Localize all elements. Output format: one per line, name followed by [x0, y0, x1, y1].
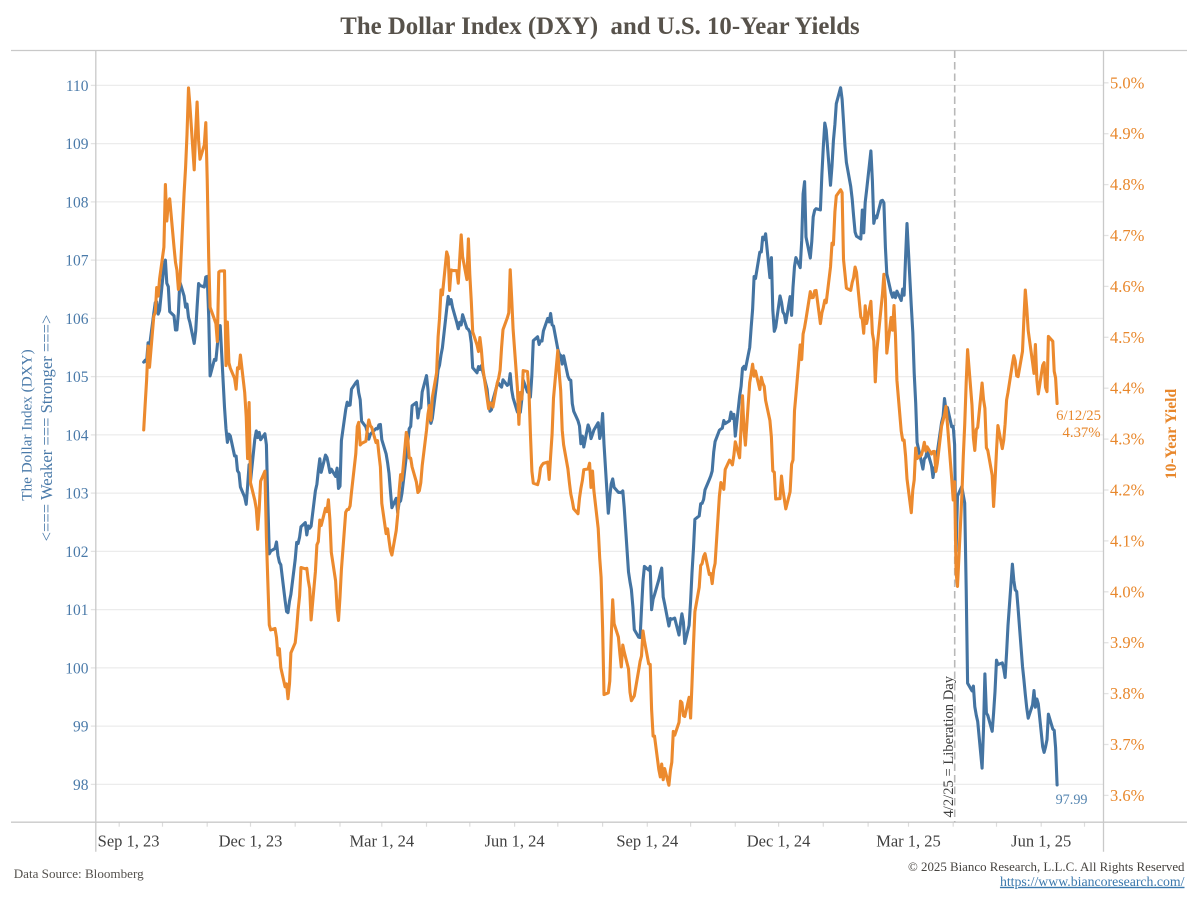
- svg-text:Dec 1, 23: Dec 1, 23: [219, 832, 283, 851]
- svg-text:Data Source: Bloomberg: Data Source: Bloomberg: [14, 866, 144, 881]
- svg-text:3.8%: 3.8%: [1110, 684, 1145, 703]
- svg-text:Mar 1, 24: Mar 1, 24: [349, 832, 414, 851]
- svg-text:10-Year Yield: 10-Year Yield: [1163, 388, 1180, 479]
- svg-text:4.6%: 4.6%: [1110, 277, 1145, 296]
- svg-text:Dec 1, 24: Dec 1, 24: [747, 832, 811, 851]
- svg-text:3.6%: 3.6%: [1110, 786, 1145, 805]
- svg-text:98: 98: [73, 777, 89, 794]
- svg-text:4.1%: 4.1%: [1110, 531, 1145, 550]
- svg-text:100: 100: [65, 660, 89, 677]
- svg-text:101: 101: [65, 602, 88, 619]
- svg-text:Sep 1, 24: Sep 1, 24: [616, 832, 678, 851]
- svg-text:109: 109: [65, 136, 89, 153]
- svg-text:3.9%: 3.9%: [1110, 633, 1145, 652]
- svg-text:Jun 1, 25: Jun 1, 25: [1011, 832, 1071, 851]
- svg-text:4.8%: 4.8%: [1110, 175, 1145, 194]
- svg-text:97.99: 97.99: [1056, 792, 1088, 808]
- svg-text:110: 110: [66, 78, 89, 95]
- svg-text:<=== Weaker === Stronger ===>: <=== Weaker === Stronger ===>: [37, 315, 56, 542]
- svg-text:107: 107: [65, 253, 89, 270]
- svg-text:4.0%: 4.0%: [1110, 582, 1145, 601]
- svg-text:4.3%: 4.3%: [1110, 430, 1145, 449]
- svg-text:104: 104: [65, 427, 89, 444]
- svg-text:4.37%: 4.37%: [1063, 425, 1101, 441]
- svg-text:The Dollar Index (DXY) and U.: The Dollar Index (DXY) and U.S. 10-Year …: [340, 13, 860, 40]
- svg-text:108: 108: [65, 194, 89, 211]
- svg-text:106: 106: [65, 311, 89, 328]
- svg-text:103: 103: [65, 486, 89, 503]
- svg-text:102: 102: [65, 544, 88, 561]
- svg-text:Mar 1, 25: Mar 1, 25: [876, 832, 941, 851]
- svg-text:4.2%: 4.2%: [1110, 481, 1145, 500]
- svg-text:5.0%: 5.0%: [1110, 73, 1145, 92]
- svg-text:4.4%: 4.4%: [1110, 379, 1145, 398]
- svg-text:4.5%: 4.5%: [1110, 328, 1145, 347]
- svg-text:4/2/25 = Liberation Day: 4/2/25 = Liberation Day: [941, 675, 957, 817]
- svg-text:https://www.biancoresearch.com: https://www.biancoresearch.com/: [1000, 874, 1185, 889]
- svg-text:The Dollar Index (DXY): The Dollar Index (DXY): [19, 349, 36, 500]
- svg-text:© 2025 Bianco Research, L.L.C.: © 2025 Bianco Research, L.L.C. All Right…: [908, 860, 1185, 874]
- svg-text:4.7%: 4.7%: [1110, 226, 1145, 245]
- svg-text:6/12/25: 6/12/25: [1056, 408, 1101, 424]
- svg-text:Sep 1, 23: Sep 1, 23: [98, 832, 160, 851]
- svg-text:3.7%: 3.7%: [1110, 735, 1145, 754]
- svg-text:105: 105: [65, 369, 89, 386]
- svg-text:99: 99: [73, 719, 89, 736]
- svg-text:Jun 1, 24: Jun 1, 24: [485, 832, 545, 851]
- svg-text:4.9%: 4.9%: [1110, 124, 1145, 143]
